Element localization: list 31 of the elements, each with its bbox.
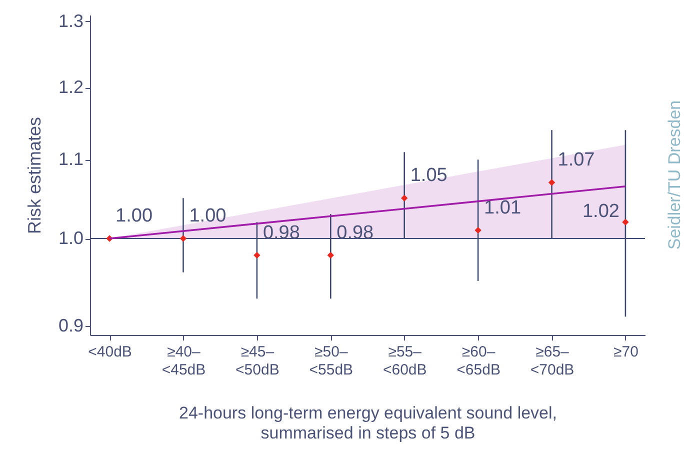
data-label: 0.98 [336,222,374,244]
data-label: 1.02 [582,201,620,222]
x-tick-label: <40dB [88,344,132,360]
y-tick-label: 1.2 [58,77,84,98]
y-tick-label: 0.9 [58,315,84,336]
x-tick-label: ≥45–<50dB [236,344,280,378]
point [401,194,408,202]
x-tick-label: ≥50–<55dB [309,344,354,378]
data-label: 0.98 [262,222,300,244]
x-tick-label: ≥70 [614,344,638,360]
y-tick-label: 1.3 [58,10,84,31]
point [474,226,482,234]
point [180,235,187,242]
point [254,252,260,259]
point [548,179,556,186]
data-label: 1.05 [410,165,448,186]
y-tick-label: 1.0 [58,228,84,248]
data-label: 1.07 [558,150,595,171]
y-tick-label: 1.1 [58,149,84,170]
x-tick-label: ≥60–<65dB [456,344,500,378]
data-label: 1.01 [484,197,522,218]
x-tick-label: ≥65–<70dB [530,344,574,378]
x-tick-label: ≥40–<45dB [162,344,206,378]
text: Seidler/TU Dresden [665,100,684,250]
data-label: 1.00 [116,206,153,227]
point [622,218,629,226]
x-tick-label: ≥55–<60dB [382,344,427,378]
y-axis-title: Risk estimates [24,116,44,234]
x-axis-title: 24-hours long-term energy equivalent sound level, summarised in steps of 5 dB [178,404,558,442]
point [327,252,334,259]
data-label: 1.00 [189,206,226,227]
